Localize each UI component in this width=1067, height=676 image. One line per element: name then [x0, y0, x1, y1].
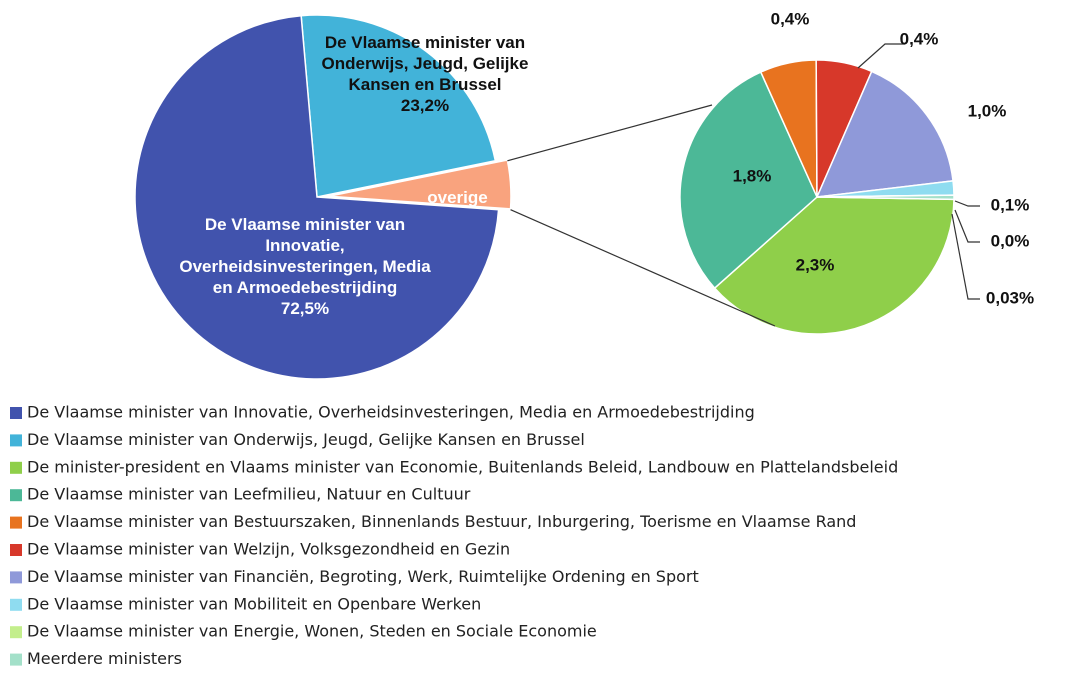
legend-swatch [10, 461, 22, 474]
leader-line [857, 43, 905, 69]
legend-label: De Vlaamse minister van Innovatie, Overh… [27, 403, 755, 422]
legend-label: De Vlaamse minister van Energie, Wonen, … [27, 622, 597, 641]
slice-label: De Vlaamse minister van Innovatie, Overh… [179, 215, 431, 297]
main-slice [328, 159, 512, 210]
label: De Vlaamse minister van Onderwijs, Jeugd… [305, 32, 545, 116]
secondary-slice [713, 196, 955, 335]
legend-label: De Vlaamse minister van Financiën, Begro… [27, 567, 699, 586]
label-box: overige [400, 187, 515, 208]
legend-swatch [10, 598, 22, 611]
legend-swatch [10, 407, 22, 419]
label: De Vlaamse minister van Innovatie, Overh… [170, 214, 440, 319]
label-box: De Vlaamse minister van Onderwijs, Jeugd… [305, 32, 545, 116]
main-slice [300, 14, 497, 198]
value-label: 1,8% [733, 166, 772, 185]
value-label: 1,0% [968, 101, 1007, 120]
legend-swatch [10, 653, 22, 666]
value-label: 0,1% [991, 195, 1030, 214]
leader-line [954, 200, 980, 207]
secondary-slice [815, 70, 954, 198]
secondary-slice [816, 194, 955, 201]
legend-label: De Vlaamse minister van Welzijn, Volksge… [27, 540, 510, 559]
label: overige [400, 187, 515, 208]
secondary-slice [679, 71, 818, 290]
legend-swatch [10, 434, 22, 447]
legend-swatch [10, 571, 22, 584]
legend-swatch [10, 626, 22, 639]
value-label: 23,2% [400, 96, 450, 115]
legend-label: De Vlaamse minister van Leefmilieu, Natu… [27, 485, 471, 504]
leader-line [954, 209, 980, 243]
other-label: overige [427, 188, 488, 207]
connector [507, 104, 713, 162]
legend-label: De minister-president en Vlaams minister… [27, 457, 898, 476]
value-label: 0,4% [900, 29, 939, 48]
label-box: De Vlaamse minister van Innovatie, Overh… [170, 214, 440, 319]
legend-label: De Vlaamse minister van Mobiliteit en Op… [27, 594, 481, 613]
legend-label: De Vlaamse minister van Onderwijs, Jeugd… [27, 430, 585, 449]
legend-swatch [10, 516, 22, 529]
main-slice [134, 14, 500, 380]
connector [510, 209, 776, 327]
leader-line [951, 213, 980, 300]
value-label: 0,0% [991, 231, 1030, 250]
value-label: 0,03% [986, 288, 1034, 307]
value-label: 2,3% [796, 255, 835, 274]
value-label: 0,4% [771, 9, 810, 28]
legend-label: Meerdere ministers [27, 649, 182, 668]
legend-swatch [10, 489, 22, 502]
legend-swatch [10, 544, 22, 556]
legend-label: De Vlaamse minister van Bestuurszaken, B… [27, 512, 856, 531]
slice-label: De Vlaamse minister van Onderwijs, Jeugd… [321, 33, 529, 94]
value-label: 72,5% [280, 299, 330, 318]
